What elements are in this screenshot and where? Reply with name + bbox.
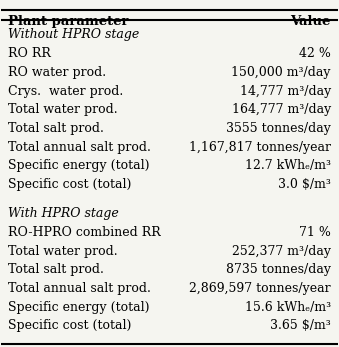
Text: 8735 tonnes/day: 8735 tonnes/day <box>226 263 331 276</box>
Text: Total annual salt prod.: Total annual salt prod. <box>8 141 151 154</box>
Text: 12.7 kWhₑ/m³: 12.7 kWhₑ/m³ <box>245 159 331 172</box>
Text: 252,377 m³/day: 252,377 m³/day <box>232 245 331 257</box>
Text: 3.65 $/m³: 3.65 $/m³ <box>270 320 331 332</box>
Text: Specific energy (total): Specific energy (total) <box>8 159 149 172</box>
Text: Specific cost (total): Specific cost (total) <box>8 178 132 191</box>
Text: Specific energy (total): Specific energy (total) <box>8 301 149 314</box>
Text: 42 %: 42 % <box>299 47 331 60</box>
Text: 15.6 kWhₑ/m³: 15.6 kWhₑ/m³ <box>245 301 331 314</box>
Text: 3.0 $/m³: 3.0 $/m³ <box>278 178 331 191</box>
Text: 14,777 m³/day: 14,777 m³/day <box>240 85 331 98</box>
Text: Total water prod.: Total water prod. <box>8 103 118 116</box>
Text: Without HPRO stage: Without HPRO stage <box>8 28 139 41</box>
Text: Specific cost (total): Specific cost (total) <box>8 320 132 332</box>
Text: 2,869,597 tonnes/year: 2,869,597 tonnes/year <box>189 282 331 295</box>
Text: Plant parameter: Plant parameter <box>8 15 128 28</box>
Text: 71 %: 71 % <box>299 226 331 239</box>
Text: RO RR: RO RR <box>8 47 51 60</box>
Text: Total annual salt prod.: Total annual salt prod. <box>8 282 151 295</box>
Text: RO water prod.: RO water prod. <box>8 66 106 79</box>
Text: 1,167,817 tonnes/year: 1,167,817 tonnes/year <box>189 141 331 154</box>
Text: RO-HPRO combined RR: RO-HPRO combined RR <box>8 226 161 239</box>
Text: With HPRO stage: With HPRO stage <box>8 207 119 220</box>
Text: 3555 tonnes/day: 3555 tonnes/day <box>226 122 331 135</box>
Text: 164,777 m³/day: 164,777 m³/day <box>232 103 331 116</box>
Text: Value: Value <box>291 15 331 28</box>
Text: Total salt prod.: Total salt prod. <box>8 122 104 135</box>
Text: 150,000 m³/day: 150,000 m³/day <box>232 66 331 79</box>
Text: Crys.  water prod.: Crys. water prod. <box>8 85 123 98</box>
Text: Total water prod.: Total water prod. <box>8 245 118 257</box>
Text: Total salt prod.: Total salt prod. <box>8 263 104 276</box>
